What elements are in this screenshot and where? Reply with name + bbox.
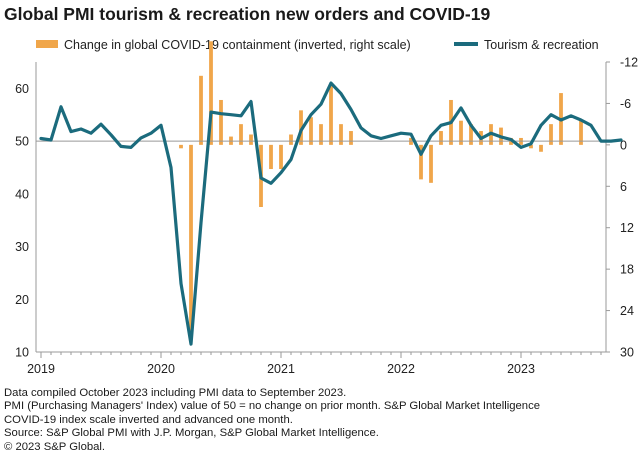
containment-bar: [249, 134, 253, 145]
right-tick-label: 12: [620, 221, 634, 235]
containment-bar: [429, 144, 433, 183]
containment-bar: [189, 144, 193, 335]
containment-bar: [419, 144, 423, 180]
x-tick-label: 2023: [507, 362, 535, 376]
left-tick-label: 50: [15, 135, 29, 149]
right-axis: -12 -6 0 6 12 18 24 30: [606, 56, 638, 360]
right-tick-label: -6: [620, 97, 631, 111]
x-tick-label: 2020: [147, 362, 175, 376]
x-tick-label: 2021: [267, 362, 295, 376]
chart-title: Global PMI tourism & recreation new orde…: [4, 4, 491, 24]
left-axis: 60 50 40 30 20 10: [15, 82, 29, 360]
footnotes: Data compiled October 2023 including PMI…: [4, 387, 640, 454]
note-compiled: Data compiled October 2023 including PMI…: [4, 387, 347, 399]
containment-bar: [279, 144, 283, 170]
left-tick-label: 20: [15, 293, 29, 307]
containment-bar: [339, 124, 343, 145]
note-pmi-definition: PMI (Purchasing Managers' Index) value o…: [4, 400, 541, 413]
left-tick-label: 30: [15, 240, 29, 254]
left-tick-label: 40: [15, 187, 29, 201]
legend-swatch-containment: [36, 40, 58, 48]
right-tick-label: 24: [620, 304, 634, 318]
containment-bar: [309, 117, 313, 145]
right-tick-label: 18: [620, 263, 634, 277]
x-tick-label: 2022: [387, 362, 415, 376]
containment-bar: [459, 120, 463, 145]
containment-bar: [219, 99, 223, 145]
legend-label-tourism: Tourism & recreation: [484, 38, 599, 52]
containment-bar: [179, 144, 183, 149]
containment-bar: [239, 124, 243, 145]
containment-bar: [529, 144, 533, 149]
right-tick-label: 6: [620, 180, 627, 194]
left-tick-label: 10: [15, 346, 29, 360]
right-tick-label: 0: [620, 138, 627, 152]
right-tick-label: 30: [620, 346, 634, 360]
containment-bar: [269, 144, 273, 170]
containment-bar: [439, 131, 443, 145]
note-index-inverted: COVID-19 index scale inverted and advanc…: [4, 413, 293, 426]
x-axis: 2019 2020 2021 2022 2023: [27, 352, 602, 376]
containment-bar: [329, 86, 333, 145]
chart: Change in global COVID-19 containment (i…: [15, 38, 638, 376]
legend: Change in global COVID-19 containment (i…: [36, 38, 599, 52]
legend-label-containment: Change in global COVID-19 containment (i…: [64, 38, 411, 52]
containment-bar: [469, 124, 473, 145]
containment-bar: [539, 144, 543, 152]
containment-bars: [179, 41, 583, 335]
x-tick-label: 2019: [27, 362, 55, 376]
tourism-recreation-line: [39, 81, 623, 346]
note-source: Source: S&P Global PMI with J.P. Morgan,…: [4, 427, 379, 440]
containment-bar: [349, 131, 353, 145]
containment-bar: [199, 75, 203, 145]
containment-bar: [549, 124, 553, 145]
left-tick-label: 60: [15, 82, 29, 96]
containment-bar: [289, 134, 293, 145]
note-copyright: © 2023 S&P Global.: [4, 440, 106, 453]
right-tick-label: -12: [620, 56, 638, 70]
containment-bar: [319, 124, 323, 145]
containment-bar: [209, 41, 213, 145]
containment-bar: [579, 120, 583, 145]
